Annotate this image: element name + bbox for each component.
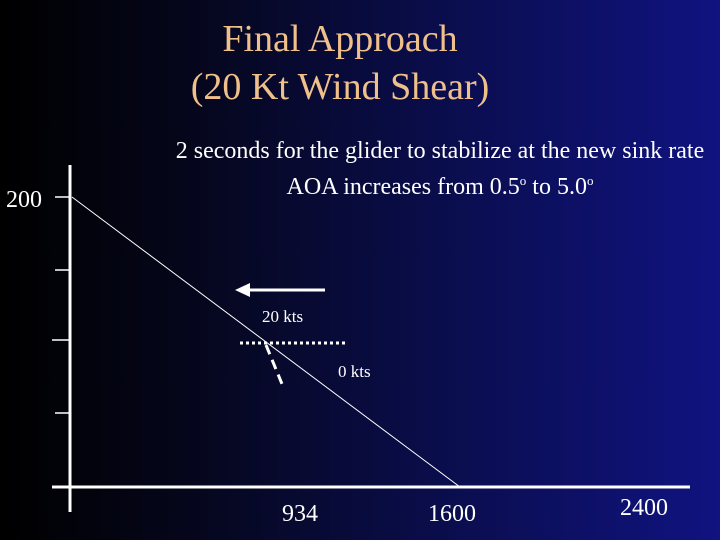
wind-arrow-head (235, 283, 250, 297)
degree-mark-1: o (519, 173, 527, 188)
slide-title-line-2: (20 Kt Wind Shear) (190, 66, 490, 108)
x-tick-label-2400: 2400 (620, 495, 668, 521)
wind-20-kts-label: 20 kts (262, 307, 304, 326)
disturbed-path-line (264, 344, 284, 385)
degree-mark-2: o (586, 173, 594, 188)
subtitle-line-2: AOA increases from 0.5o to 5.0o (160, 166, 720, 202)
y-tick-label-200: 200 (6, 187, 42, 213)
x-tick-label-1600: 1600 (428, 501, 476, 527)
x-tick-label-934: 934 (282, 501, 318, 527)
wind-0-kts-label: 0 kts (338, 362, 371, 381)
aoa-text-start: AOA increases from 0.5 (286, 174, 520, 200)
slide-title-line-1: Final Approach (222, 18, 458, 60)
subtitle-line-1: 2 seconds for the glider to stabilize at… (175, 138, 705, 164)
aoa-text-mid: to 5.0 (526, 174, 587, 200)
